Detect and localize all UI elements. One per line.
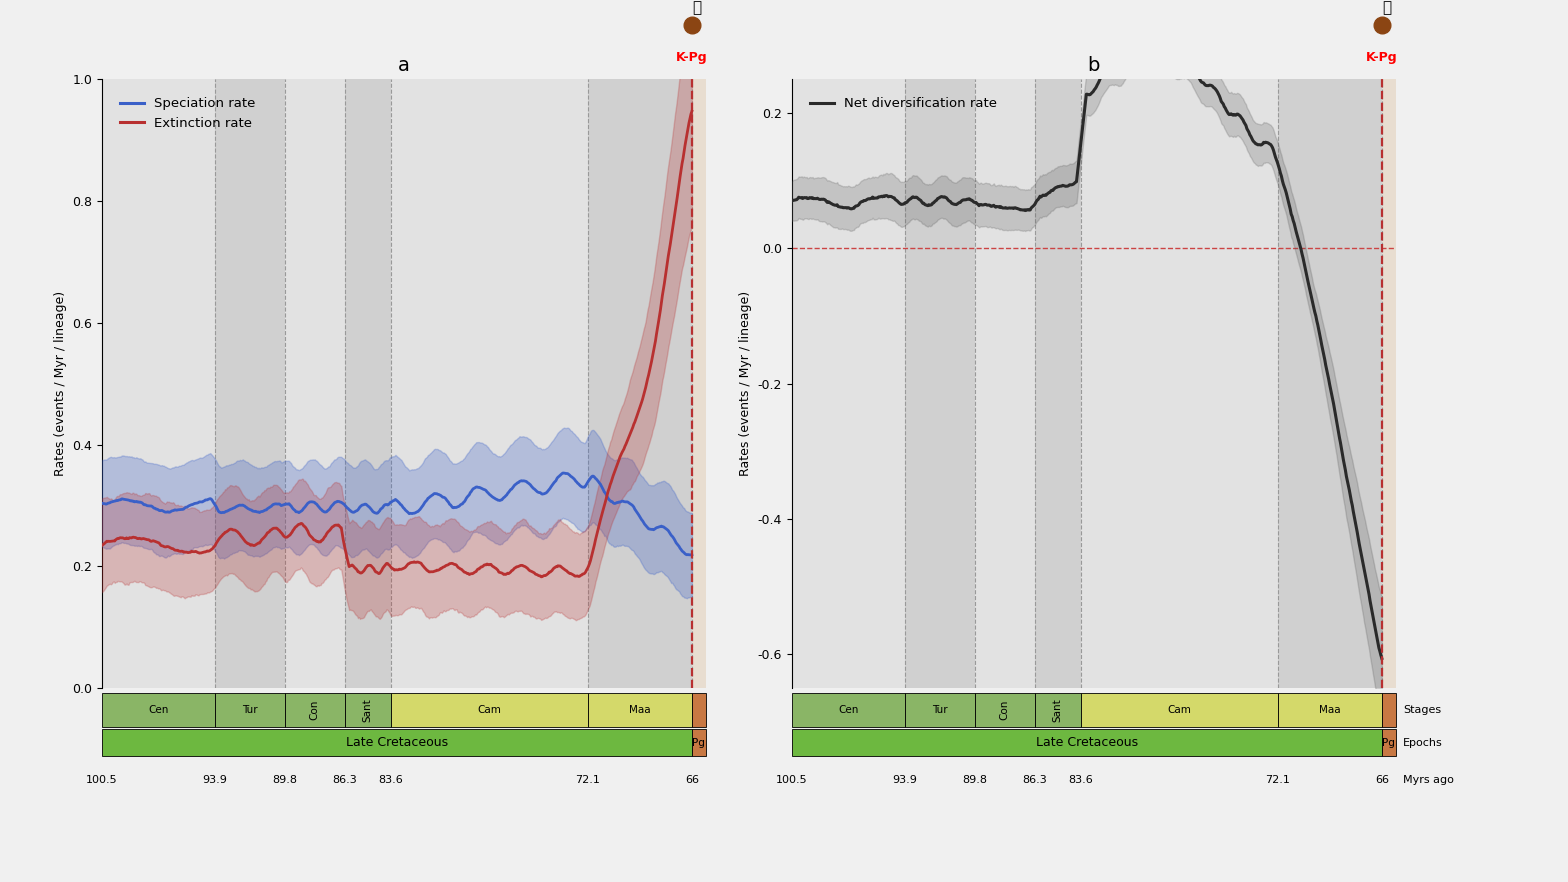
Legend: Speciation rate, Extinction rate: Speciation rate, Extinction rate — [114, 92, 260, 135]
Text: Con: Con — [1000, 699, 1010, 721]
Text: Stages: Stages — [1403, 705, 1441, 715]
Text: 100.5: 100.5 — [776, 775, 808, 785]
Bar — [345, 79, 390, 688]
Text: Late Cretaceous: Late Cretaceous — [347, 736, 448, 749]
Text: 89.8: 89.8 — [273, 775, 298, 785]
Text: 🔥: 🔥 — [691, 1, 701, 16]
Text: K-Pg: K-Pg — [676, 51, 707, 64]
Text: 72.1: 72.1 — [1265, 775, 1290, 785]
Bar — [792, 79, 905, 688]
Bar — [102, 79, 215, 688]
Bar — [390, 79, 588, 688]
Bar — [975, 79, 1035, 688]
Text: 66: 66 — [1375, 775, 1389, 785]
Y-axis label: Rates (events / Myr / lineage): Rates (events / Myr / lineage) — [739, 291, 753, 476]
Text: Tur: Tur — [241, 705, 257, 715]
Text: Sant: Sant — [362, 699, 373, 721]
Bar — [905, 79, 975, 688]
Text: K-Pg: K-Pg — [1366, 51, 1397, 64]
Bar — [1080, 79, 1278, 688]
Bar — [1035, 79, 1080, 688]
Text: Cam: Cam — [477, 705, 502, 715]
Text: Maa: Maa — [629, 705, 651, 715]
Bar — [285, 79, 345, 688]
Y-axis label: Rates (events / Myr / lineage): Rates (events / Myr / lineage) — [53, 291, 67, 476]
Bar — [691, 79, 706, 688]
Text: 86.3: 86.3 — [1022, 775, 1047, 785]
Text: Sant: Sant — [1052, 699, 1063, 721]
Text: 66: 66 — [685, 775, 699, 785]
Text: Tur: Tur — [931, 705, 947, 715]
Text: 100.5: 100.5 — [86, 775, 118, 785]
Text: 83.6: 83.6 — [1068, 775, 1093, 785]
Text: 83.6: 83.6 — [378, 775, 403, 785]
Text: Epochs: Epochs — [1403, 737, 1443, 748]
Bar — [1278, 79, 1381, 688]
Text: Myrs ago: Myrs ago — [1403, 775, 1454, 785]
Text: Maa: Maa — [1319, 705, 1341, 715]
Text: 86.3: 86.3 — [332, 775, 358, 785]
Text: Cen: Cen — [837, 705, 858, 715]
Text: Pg: Pg — [1383, 737, 1396, 748]
Bar — [588, 79, 691, 688]
Text: Cen: Cen — [147, 705, 168, 715]
Text: Con: Con — [310, 699, 320, 721]
Bar — [1381, 79, 1396, 688]
Legend: Net diversification rate: Net diversification rate — [804, 92, 1002, 116]
Text: Pg: Pg — [693, 737, 706, 748]
Bar — [215, 79, 285, 688]
Text: Late Cretaceous: Late Cretaceous — [1036, 736, 1138, 749]
Title: b: b — [1088, 56, 1099, 75]
Text: 72.1: 72.1 — [575, 775, 601, 785]
Text: 93.9: 93.9 — [202, 775, 227, 785]
Title: a: a — [398, 56, 409, 75]
Text: 89.8: 89.8 — [963, 775, 988, 785]
Text: 🔥: 🔥 — [1381, 1, 1391, 16]
Text: Cam: Cam — [1167, 705, 1192, 715]
Text: 93.9: 93.9 — [892, 775, 917, 785]
